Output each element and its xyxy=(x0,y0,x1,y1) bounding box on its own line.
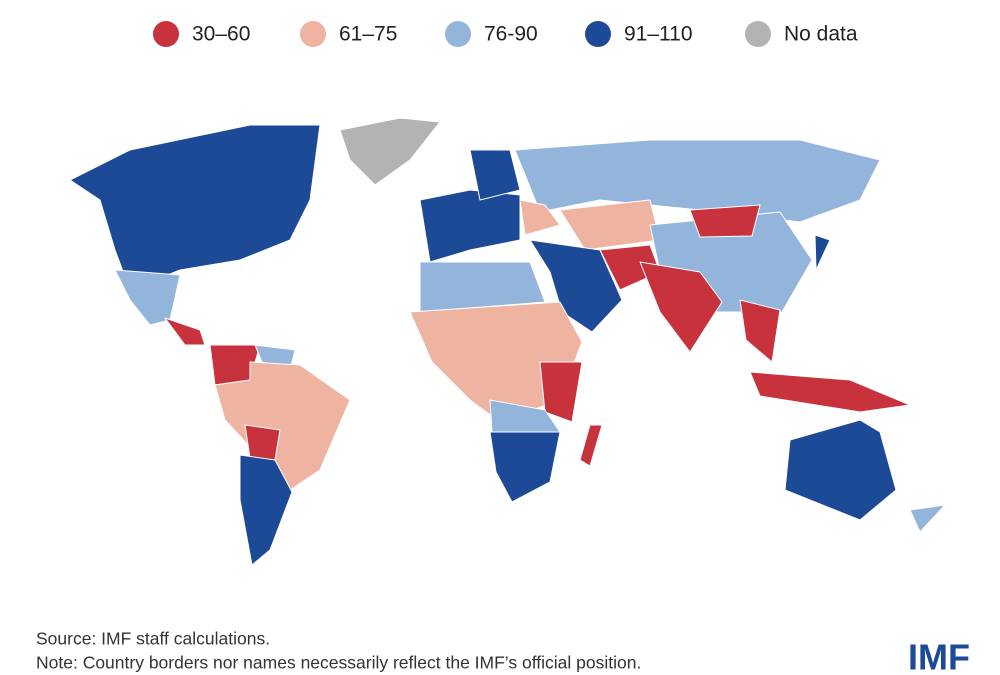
region xyxy=(489,431,561,503)
region xyxy=(114,269,181,326)
region xyxy=(639,261,723,353)
region xyxy=(909,504,946,533)
logo: IMF xyxy=(908,637,970,675)
region xyxy=(739,299,781,363)
region xyxy=(244,424,281,461)
legend-swatch xyxy=(300,21,326,47)
legend-swatch xyxy=(585,21,611,47)
legend-label: 91–110 xyxy=(624,23,693,46)
region xyxy=(749,371,911,413)
region xyxy=(514,139,881,223)
legend: 30–60 61–75 76-90 91–110 No data xyxy=(153,21,858,47)
legend-swatch xyxy=(153,21,179,47)
source: Source: IMF staff calculations. xyxy=(36,629,270,649)
region xyxy=(419,189,521,263)
region xyxy=(539,361,583,423)
region xyxy=(579,424,603,467)
region xyxy=(469,149,521,201)
region xyxy=(339,117,441,186)
legend-swatch xyxy=(745,21,771,47)
legend-swatch xyxy=(445,21,471,47)
world-map xyxy=(69,117,946,566)
region xyxy=(239,454,293,566)
legend-label: 30–60 xyxy=(192,23,250,46)
region xyxy=(814,234,831,271)
region xyxy=(689,204,761,238)
legend-label: 61–75 xyxy=(339,23,397,46)
legend-label: 76-90 xyxy=(484,23,538,46)
region xyxy=(519,199,561,236)
region xyxy=(69,124,321,291)
region xyxy=(164,317,206,346)
region xyxy=(784,419,897,521)
legend-label: No data xyxy=(784,23,858,46)
region xyxy=(419,261,546,313)
note: Note: Country borders nor names necessar… xyxy=(36,653,641,673)
region xyxy=(559,199,661,251)
